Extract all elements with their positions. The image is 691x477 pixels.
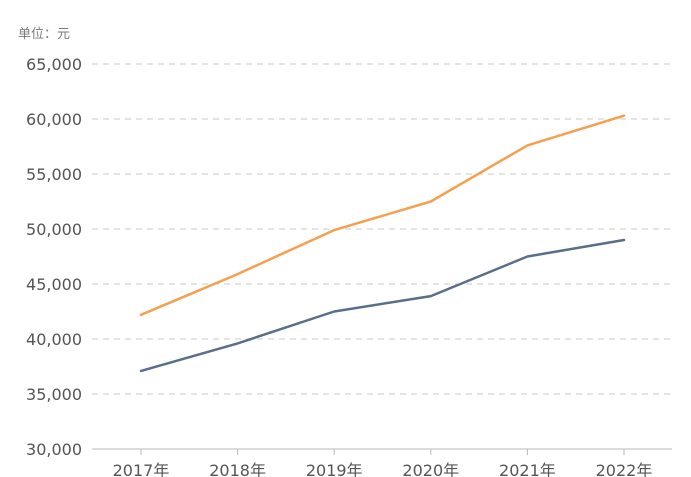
x-axis-ticks: 2017年 2018年 2019年 2020年 2021年 2022年 — [113, 449, 653, 477]
series-lines — [139, 114, 626, 373]
x-tick-label: 2020年 — [402, 461, 459, 477]
y-tick-label: 50,000 — [26, 220, 82, 239]
unit-label: 单位：元 — [18, 27, 70, 42]
x-tick-label: 2018年 — [209, 461, 266, 477]
x-tick-label: 2017年 — [113, 461, 170, 477]
x-tick-label: 2021年 — [499, 461, 556, 477]
y-tick-label: 30,000 — [26, 440, 82, 459]
grid — [92, 63, 672, 395]
y-tick-label: 35,000 — [26, 385, 82, 404]
y-tick-label: 55,000 — [26, 165, 82, 184]
x-tick-label: 2022年 — [596, 461, 653, 477]
y-tick-label: 40,000 — [26, 330, 82, 349]
x-tick-label: 2019年 — [306, 461, 363, 477]
y-tick-label: 45,000 — [26, 275, 82, 294]
series-line-2 — [139, 238, 626, 373]
y-tick-label: 60,000 — [26, 110, 82, 129]
y-axis-ticks: 30,000 35,000 40,000 45,000 50,000 55,000 60,0… — [26, 55, 82, 459]
series-line-1 — [139, 114, 626, 317]
y-tick-label: 65,000 — [26, 55, 82, 74]
